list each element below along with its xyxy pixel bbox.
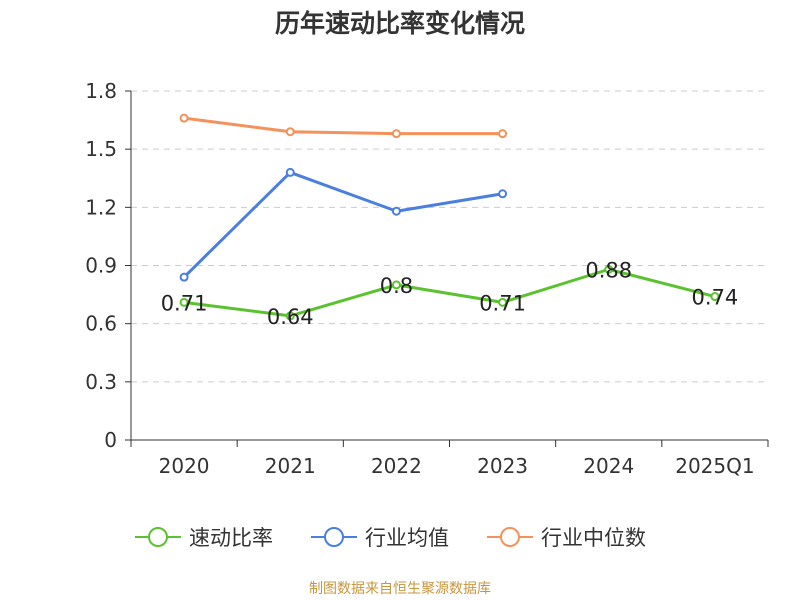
x-tick-label-4: 2024 — [583, 454, 634, 478]
x-tick-label-5: 2025Q1 — [675, 454, 754, 478]
series-2-point-2 — [391, 129, 401, 139]
legend-item-quick-ratio[interactable]: 速动比率 — [135, 520, 273, 554]
legend-label-quick-ratio: 速动比率 — [189, 526, 273, 550]
data-source-note: 制图数据来自恒生聚源数据库 — [309, 581, 491, 597]
series-0-point-0 — [179, 297, 189, 307]
legend-item-industry-median[interactable]: 行业中位数 — [487, 520, 646, 554]
x-tick-label-3: 2023 — [477, 454, 528, 478]
y-tick-label-2: 0.6 — [85, 312, 117, 336]
legend-marker-industry-mean — [311, 527, 357, 547]
legend-marker-industry-median — [487, 527, 533, 547]
series-2-point-0 — [179, 113, 189, 123]
y-tick-label-3: 0.9 — [85, 254, 117, 278]
series-1-point-0 — [179, 272, 189, 282]
y-tick-label-6: 1.8 — [85, 79, 117, 103]
data-label-0: 0.71 — [161, 291, 208, 315]
legend-marker-quick-ratio — [135, 527, 181, 547]
y-tick-label-0: 0 — [104, 428, 117, 452]
series-0-point-5 — [710, 292, 720, 302]
series-0-point-2 — [391, 280, 401, 290]
data-label-1: 0.64 — [267, 305, 314, 329]
series-line-0 — [183, 267, 716, 318]
x-tick-label-2: 2022 — [371, 454, 422, 478]
series-0-point-4 — [604, 264, 614, 274]
legend-item-industry-mean[interactable]: 行业均值 — [311, 520, 449, 554]
series-1-point-1 — [285, 167, 295, 177]
data-label-4: 0.88 — [585, 258, 632, 282]
series-1-point-3 — [498, 189, 508, 199]
x-tick-label-1: 2021 — [265, 454, 316, 478]
y-tick-label-5: 1.5 — [85, 137, 117, 161]
series-2-point-1 — [285, 127, 295, 137]
series-line-1 — [183, 170, 503, 279]
series-2-point-3 — [498, 129, 508, 139]
series-0-point-1 — [285, 311, 295, 321]
x-tick-label-0: 2020 — [159, 454, 210, 478]
chart-title: 历年速动比率变化情况 — [274, 9, 525, 38]
series-1-point-2 — [391, 206, 401, 216]
data-label-5: 0.74 — [692, 286, 739, 310]
legend-label-industry-median: 行业中位数 — [541, 526, 646, 550]
series-0-point-3 — [498, 297, 508, 307]
legend: 速动比率 行业均值 行业中位数 — [0, 520, 800, 554]
y-tick-label-1: 0.3 — [85, 370, 117, 394]
y-tick-label-4: 1.2 — [85, 195, 117, 219]
data-label-3: 0.71 — [479, 291, 526, 315]
series-line-2 — [183, 116, 503, 136]
data-label-2: 0.8 — [380, 274, 413, 298]
legend-label-industry-mean: 行业均值 — [365, 526, 449, 550]
